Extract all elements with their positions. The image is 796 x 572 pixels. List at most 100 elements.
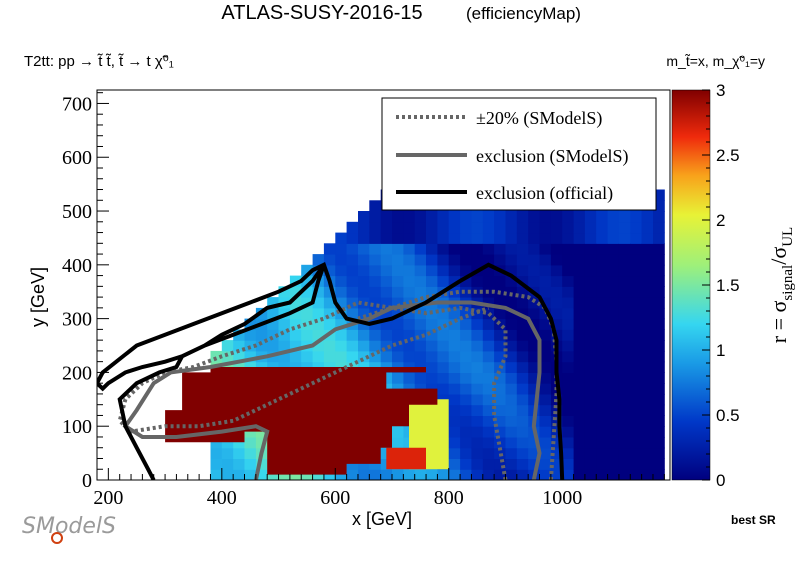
heatmap-cell [539, 221, 552, 234]
heatmap-cell [471, 329, 484, 341]
heatmap-cell [380, 350, 393, 363]
heatmap-cell [653, 350, 665, 363]
heatmap-cell [641, 426, 654, 438]
heatmap-cell [278, 329, 291, 341]
heatmap-cell [335, 318, 348, 330]
heatmap-cell [301, 297, 313, 309]
heatmap-cell [641, 221, 654, 234]
heatmap-cell [233, 329, 245, 341]
heatmap-cell [448, 329, 461, 341]
heatmap-cell [414, 275, 427, 287]
heatmap-cell [312, 254, 325, 266]
heatmap-cell [550, 437, 563, 449]
heatmap-cell [335, 286, 348, 298]
heatmap-cell [221, 458, 234, 470]
heatmap-cell [414, 264, 427, 277]
heatmap-cell [494, 221, 506, 234]
heatmap-cell [550, 297, 563, 309]
heatmap-cell [471, 232, 484, 244]
heatmap-cell [210, 350, 223, 363]
heatmap-cell [448, 404, 461, 416]
heatmap-cell [460, 372, 472, 384]
heatmap-cell [494, 447, 506, 459]
heatmap-cell [573, 350, 586, 363]
heatmap-cell [358, 243, 370, 255]
heatmap-cell [323, 264, 336, 277]
heatmap-cell [289, 275, 302, 287]
heatmap-cell [539, 211, 552, 223]
heatmap-cell [244, 447, 257, 459]
heatmap-cell [358, 350, 370, 363]
heatmap-cell [380, 297, 393, 309]
heatmap-cell [653, 361, 665, 373]
heatmap-cell [562, 361, 574, 373]
heatmap-cell [641, 307, 654, 320]
heatmap-cell [653, 329, 665, 341]
heatmap-cell [494, 372, 506, 384]
heatmap-cell [618, 340, 631, 352]
heatmap-cell [426, 350, 438, 363]
heatmap-cell [618, 437, 631, 449]
heatmap-cell [301, 318, 313, 330]
heatmap-cell [550, 447, 563, 459]
heatmap-cell [505, 307, 518, 320]
heatmap-cell [550, 307, 563, 320]
heatmap-cell [210, 447, 223, 459]
heatmap-cell [448, 350, 461, 363]
heatmap-cell [471, 393, 484, 406]
heatmap-cell [335, 350, 348, 363]
heatmap-cell [607, 372, 620, 384]
heatmap-cell [426, 232, 438, 244]
heatmap-cell [471, 211, 484, 223]
heatmap-cell [448, 286, 461, 298]
heatmap-cell [653, 211, 665, 223]
heatmap-cell [562, 264, 574, 277]
heatmap-cell [437, 340, 450, 352]
color-scale: 0 0.5 1 1.5 2 2.5 3 r = σsignal/σUL [671, 81, 796, 490]
heatmap-cell [482, 426, 495, 438]
heatmap-cell [437, 232, 450, 244]
heatmap-cell [414, 221, 427, 234]
heatmap-cell [244, 469, 257, 480]
heatmap-cell [653, 286, 665, 298]
heatmap-cell [607, 211, 620, 223]
heatmap-cell [494, 415, 506, 427]
heatmap-cell [403, 275, 416, 287]
heatmap-cell [505, 286, 518, 298]
heatmap-cell [607, 361, 620, 373]
heatmap-cell [562, 221, 574, 234]
heatmap-cell [448, 458, 461, 470]
heatmap-cell [426, 243, 438, 255]
heatmap-cell [255, 469, 268, 480]
heatmap-cell [539, 297, 552, 309]
heatmap-cell [346, 221, 359, 234]
heatmap-cell [233, 458, 245, 470]
heatmap-cell [562, 297, 574, 309]
heatmap-cell [335, 329, 348, 341]
heatmap-cell [414, 350, 427, 363]
heatmap-cell [539, 254, 552, 266]
heatmap-cell [573, 393, 586, 406]
heatmap-cell [516, 383, 529, 395]
heatmap-cell [528, 275, 540, 287]
heatmap-cell [494, 393, 506, 406]
heatmap-cell [653, 243, 665, 255]
heatmap-cell [607, 415, 620, 427]
heatmap-cell [516, 232, 529, 244]
heatmap-cell [471, 361, 484, 373]
heatmap-cell [505, 383, 518, 395]
heatmap-cell [414, 329, 427, 341]
heatmap-cell [312, 318, 325, 330]
heatmap-cell [380, 318, 393, 330]
heatmap-cell [618, 286, 631, 298]
heatmap-cell [539, 469, 552, 480]
heatmap-cell [358, 307, 370, 320]
heatmap-cell [630, 318, 643, 330]
heatmap-cell [323, 297, 336, 309]
heatmap-cell [369, 275, 382, 287]
heatmap-cell [641, 318, 654, 330]
heatmap-cell [630, 221, 643, 234]
heatmap-cell [573, 340, 586, 352]
heatmap-cell [607, 393, 620, 406]
chart-title: ATLAS-SUSY-2016-15 [221, 2, 422, 24]
